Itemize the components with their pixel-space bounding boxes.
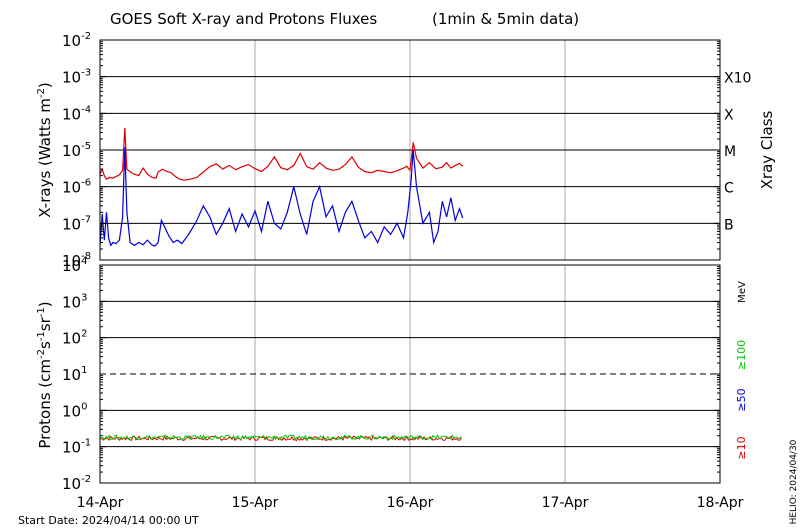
xray-class-axis-label: Xray Class: [758, 110, 776, 189]
x-tick-label: 17-Apr: [542, 495, 589, 511]
credit-label: HELIO: 2024/04/30: [789, 439, 799, 524]
xray-tick-label: 10-7: [62, 214, 91, 233]
proton-panel: 10-2 10-1 100 101 102 103 104 Protons (cm-2s-1…: [36, 256, 748, 511]
proton-tick-label: 101: [62, 365, 87, 384]
xray-series-line-1: [99, 147, 464, 247]
xray-tick-label: 10-5: [62, 141, 91, 160]
xray-tick-label: 10-3: [62, 68, 91, 87]
xray-tick-label: 10-4: [62, 104, 91, 123]
xray-y-ticks: 10-8 10-7 10-6 10-5 10-4 10-3 10-2: [62, 31, 720, 270]
proton-gridlines: [100, 265, 720, 483]
proton-series-line-1: [99, 434, 462, 441]
xray-tick-label: 10-6: [62, 178, 91, 197]
xray-series-line-0: [99, 127, 464, 181]
xray-y-label: X-rays (Watts m-2): [36, 82, 54, 217]
xray-tick-label: 10-8: [62, 251, 91, 270]
proton-legend: ≥100 ≥50 ≥10: [735, 340, 748, 460]
x-tick-label: 14-Apr: [77, 495, 124, 511]
xray-class-b: B: [724, 217, 734, 233]
proton-legend-item: ≥10: [735, 436, 748, 459]
xray-class-m: M: [724, 144, 736, 160]
xray-class-labels: B C M X X10: [724, 71, 751, 234]
chart-subtitle: (1min & 5min data): [432, 10, 579, 28]
proton-tick-label: 10-2: [62, 474, 91, 493]
proton-legend-item: ≥100: [735, 340, 748, 370]
proton-series: [99, 434, 462, 442]
proton-y-ticks: 10-2 10-1 100 101 102 103 104: [62, 256, 720, 493]
proton-tick-label: 102: [62, 329, 87, 348]
xray-series: [99, 127, 464, 247]
proton-legend-item: ≥50: [735, 388, 748, 411]
x-tick-label: 16-Apr: [387, 495, 434, 511]
proton-tick-label: 100: [62, 401, 87, 420]
x-tick-label: 15-Apr: [232, 495, 279, 511]
xray-class-x: X: [724, 107, 734, 123]
chart-title: GOES Soft X-ray and Protons Fluxes: [110, 10, 377, 28]
proton-unit-label: MeV: [737, 281, 748, 303]
xray-class-c: C: [724, 181, 734, 197]
start-date: Start Date: 2024/04/14 00:00 UT: [18, 514, 199, 527]
xray-panel: 10-8 10-7 10-6 10-5 10-4 10-3 10-2 B C M X X10 X-r…: [36, 31, 776, 270]
xray-class-x10: X10: [724, 71, 751, 87]
proton-tick-label: 104: [62, 256, 87, 275]
proton-tick-label: 10-1: [62, 438, 91, 457]
proton-y-label: Protons (cm-2s-1sr-1): [36, 301, 54, 448]
xray-tick-label: 10-2: [62, 31, 91, 50]
x-tick-label: 18-Apr: [697, 495, 744, 511]
x-ticks: 14-Apr 15-Apr 16-Apr 17-Apr 18-Apr: [77, 495, 744, 511]
proton-series-line-0: [99, 435, 462, 442]
proton-tick-label: 103: [62, 292, 87, 311]
